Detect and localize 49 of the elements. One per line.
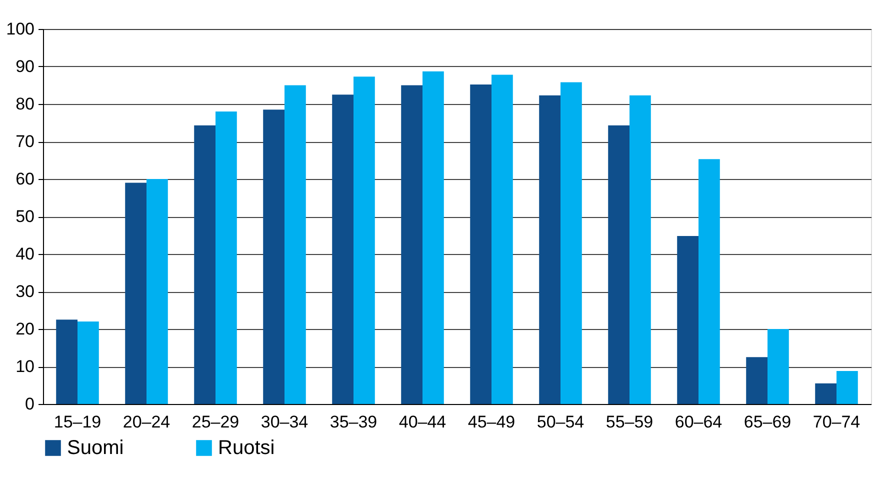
bar [470,84,492,404]
bar [698,159,720,404]
legend-label: Suomi [67,437,124,459]
x-tick-label: 40–44 [398,412,446,432]
legend-label: Ruotsi [218,437,275,459]
y-tick-label: 20 [16,320,34,338]
x-tick-label: 25–29 [192,412,240,432]
x-tick-label: 60–64 [674,412,722,432]
y-tick-label: 100 [6,20,34,38]
x-tick-label: 70–74 [812,412,860,432]
bar [768,329,789,404]
bar [263,110,284,404]
x-tick-label: 30–34 [260,412,308,432]
bar [332,94,354,404]
bar [746,357,768,404]
bar [401,85,422,404]
y-tick-label: 40 [16,244,34,264]
x-tick-label: 65–69 [744,412,792,432]
bar [677,236,698,404]
bar [56,320,78,404]
x-tick-label: 20–24 [122,412,170,432]
bar [836,371,858,404]
bar [216,112,237,404]
y-tick-label: 80 [16,94,34,114]
bar [194,125,216,404]
x-tick-label: 45–49 [468,412,516,432]
bar [78,322,99,404]
y-tick-label: 30 [16,282,34,301]
y-tick-label: 90 [16,57,34,76]
x-tick-label: 55–59 [606,412,654,432]
bar [560,82,582,404]
y-tick-label: 50 [16,207,34,226]
y-tick-label: 60 [16,170,34,188]
y-tick-label: 0 [25,394,34,414]
x-tick-label: 15–19 [54,412,102,432]
bar [630,95,651,404]
bar [492,74,513,404]
y-tick-label: 10 [16,357,34,376]
y-tick-label: 70 [16,132,34,151]
x-tick-label: 35–39 [330,412,378,432]
bar [422,71,444,404]
bar [354,76,375,404]
bar [608,125,630,404]
bar [539,95,560,404]
bar [284,85,306,404]
bar [125,182,146,404]
x-tick-label: 50–54 [536,412,584,432]
bar [146,179,168,404]
bar [815,383,836,404]
